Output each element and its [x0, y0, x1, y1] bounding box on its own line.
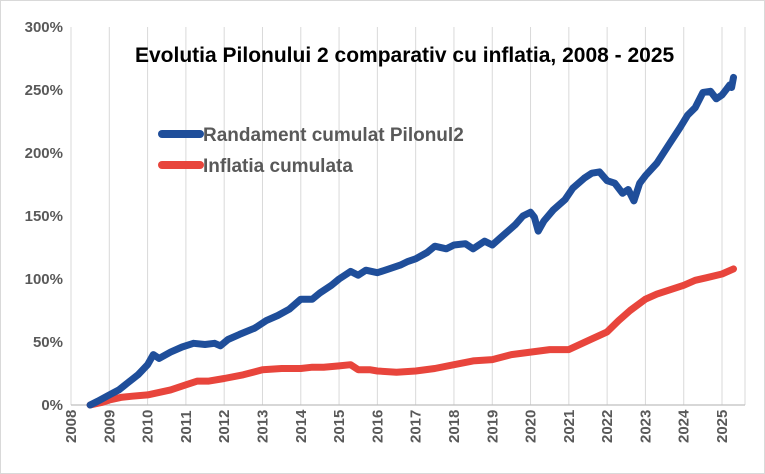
x-tick-label: 2020	[523, 410, 540, 443]
x-tick-label: 2023	[637, 410, 654, 443]
y-tick-labels: 0% 50% 100% 150% 200% 250% 300%	[25, 19, 63, 414]
y-tick-label: 200%	[25, 145, 63, 162]
x-tick-label: 2021	[561, 410, 578, 443]
y-tick-label: 0%	[41, 397, 63, 414]
y-tick-label: 150%	[25, 208, 63, 225]
x-tick-labels: 2008 2009 2010 2011 2012 2013 2014 2015 2016 2017…	[63, 409, 731, 443]
x-tick-label: 2017	[408, 410, 425, 443]
x-tick-label: 2024	[676, 409, 693, 443]
x-tick-label: 2019	[484, 410, 501, 443]
x-tick-label: 2018	[446, 410, 463, 443]
x-tick-label: 2011	[178, 410, 195, 443]
x-tick-label: 2012	[216, 410, 233, 443]
legend-label-pilonul2: Randament cumulat Pilonul2	[203, 125, 464, 146]
legend-label-inflatie: Inflatia cumulata	[203, 156, 353, 177]
y-tick-label: 250%	[25, 82, 63, 99]
x-tick-label: 2013	[254, 410, 271, 443]
x-tick-label: 2025	[714, 410, 731, 443]
x-tick-label: 2014	[293, 409, 310, 443]
y-tick-label: 50%	[33, 334, 63, 351]
x-tick-label: 2015	[331, 410, 348, 443]
y-tick-label: 300%	[25, 19, 63, 36]
x-tick-label: 2008	[63, 410, 80, 443]
legend: Randament cumulat Pilonul2 Inflatia cumu…	[158, 125, 464, 177]
x-tick-label: 2010	[140, 410, 157, 443]
series-lines	[86, 73, 737, 409]
chart-title: Evolutia Pilonului 2 comparativ cu infla…	[135, 44, 675, 67]
x-tick-label: 2022	[599, 410, 616, 443]
x-tick-label: 2016	[369, 410, 386, 443]
y-tick-label: 100%	[25, 271, 63, 288]
series-line-1	[86, 265, 737, 409]
series-line-0	[86, 73, 737, 409]
x-tick-label: 2009	[101, 410, 118, 443]
